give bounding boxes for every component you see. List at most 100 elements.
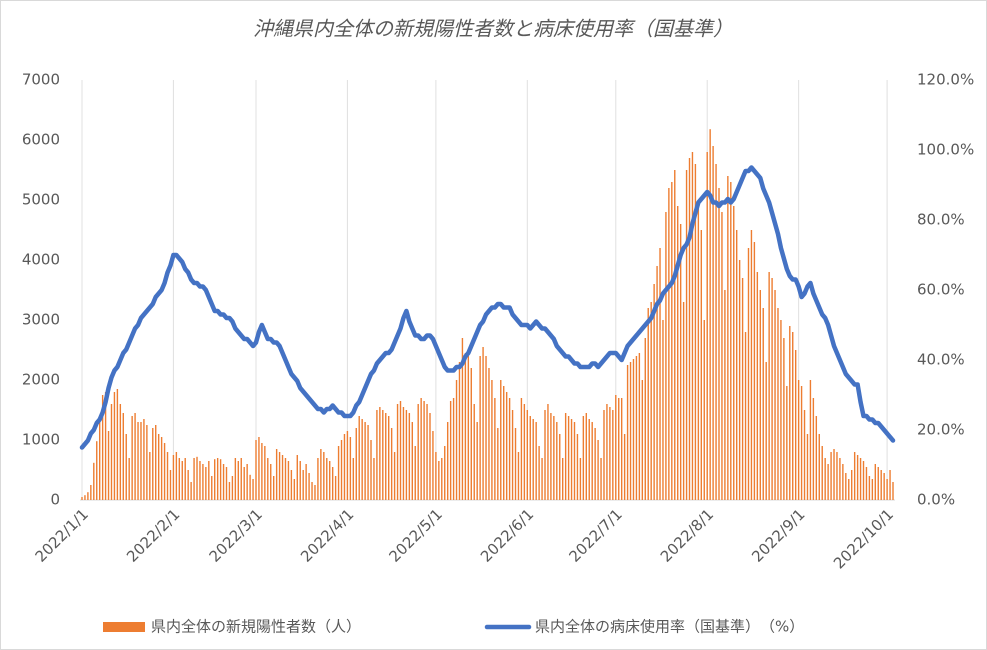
bar xyxy=(603,410,605,500)
bar xyxy=(216,458,219,500)
bar xyxy=(479,356,481,500)
bar xyxy=(228,482,231,500)
bar xyxy=(559,434,561,500)
bar xyxy=(302,470,304,500)
bar xyxy=(818,434,820,500)
bar xyxy=(373,458,375,500)
bar xyxy=(827,464,829,500)
bar xyxy=(208,461,210,500)
bar xyxy=(175,452,178,500)
bar xyxy=(367,425,369,500)
bar xyxy=(390,428,393,500)
bar xyxy=(800,386,803,500)
bar xyxy=(287,461,290,500)
bar xyxy=(352,458,355,500)
bar xyxy=(538,446,540,500)
bar xyxy=(794,350,797,500)
y-tick-label: 2000 xyxy=(22,371,60,389)
bar xyxy=(550,413,552,500)
bar xyxy=(308,473,310,500)
bar xyxy=(774,290,776,500)
bar xyxy=(237,461,240,500)
bar xyxy=(573,422,576,500)
bar xyxy=(193,458,195,500)
bar xyxy=(405,410,408,500)
bar xyxy=(317,458,319,500)
bar xyxy=(718,188,720,500)
bar xyxy=(553,416,555,500)
bar xyxy=(600,458,602,500)
bar xyxy=(155,425,157,500)
bar xyxy=(261,443,263,500)
bar xyxy=(556,422,558,500)
bar xyxy=(830,452,832,500)
bar xyxy=(727,176,729,500)
bar xyxy=(564,413,567,500)
bar xyxy=(836,452,838,500)
bar xyxy=(334,476,337,500)
bar xyxy=(169,470,172,500)
bar xyxy=(464,353,467,500)
bar xyxy=(623,434,626,500)
bar xyxy=(488,368,490,500)
bar xyxy=(246,464,248,500)
bar xyxy=(756,272,759,500)
bar xyxy=(747,248,750,500)
bar xyxy=(293,479,296,500)
bar xyxy=(768,272,770,500)
y2-tick-label: 20.0% xyxy=(917,421,965,439)
y-tick-label: 0 xyxy=(50,491,60,509)
y-tick-label: 3000 xyxy=(22,311,60,329)
bar xyxy=(160,437,163,500)
bar xyxy=(414,446,416,500)
bar xyxy=(435,452,437,500)
y2-tick-label: 40.0% xyxy=(917,351,965,369)
bar xyxy=(119,404,122,500)
bar xyxy=(706,152,708,500)
bar xyxy=(329,461,331,500)
legend-label: 県内全体の病床使用率（国基準） （%） xyxy=(535,618,804,636)
bar xyxy=(146,425,148,500)
bar xyxy=(346,431,349,500)
bar xyxy=(219,459,222,500)
bar xyxy=(709,129,711,500)
bar xyxy=(865,467,868,500)
bar xyxy=(759,290,761,500)
bar xyxy=(871,479,874,500)
bar xyxy=(511,410,514,500)
bar xyxy=(609,407,611,500)
bar xyxy=(411,422,413,500)
bar xyxy=(385,413,387,500)
bar xyxy=(806,434,809,500)
bar xyxy=(715,164,717,500)
bar xyxy=(417,404,419,500)
bar xyxy=(677,206,679,500)
bar xyxy=(721,212,723,500)
bar xyxy=(582,416,585,500)
bar xyxy=(281,455,284,500)
bar xyxy=(765,362,767,500)
bar xyxy=(618,398,620,500)
bar xyxy=(712,146,714,500)
bar xyxy=(107,431,110,500)
y-tick-label: 6000 xyxy=(22,131,60,149)
chart-title: 沖縄県内全体の新規陽性者数と病床使用率（国基準） xyxy=(253,17,733,41)
bar xyxy=(691,152,694,500)
bar xyxy=(786,386,788,500)
bar xyxy=(688,158,691,500)
bar xyxy=(379,407,381,500)
bar xyxy=(361,419,363,500)
bar xyxy=(824,458,826,500)
bar xyxy=(370,440,372,500)
bar xyxy=(432,431,434,500)
bar xyxy=(426,404,428,500)
bar xyxy=(270,464,272,500)
bar xyxy=(529,416,531,500)
bar xyxy=(889,470,891,500)
bar xyxy=(579,458,582,500)
bar xyxy=(275,449,278,500)
bar xyxy=(697,206,700,500)
bar xyxy=(199,461,201,500)
